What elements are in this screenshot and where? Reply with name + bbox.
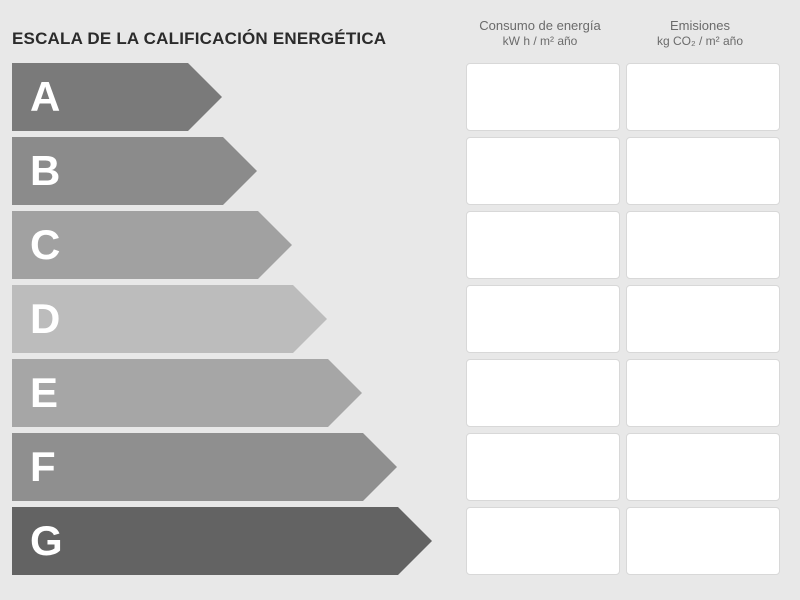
rating-bar-cell: B [12, 137, 460, 205]
rating-arrow: E [12, 359, 362, 427]
rating-letter: F [30, 433, 56, 501]
rating-bar-cell: E [12, 359, 460, 427]
energy-value-cell [466, 433, 620, 501]
energy-value-cell [466, 507, 620, 575]
rating-arrow: B [12, 137, 257, 205]
rating-bar-cell: C [12, 211, 460, 279]
rating-arrow: G [12, 507, 432, 575]
rating-arrow: C [12, 211, 292, 279]
rating-arrow: D [12, 285, 327, 353]
rating-row: G [12, 507, 788, 575]
rating-row: D [12, 285, 788, 353]
column-header-emissions-unit: kg CO₂ / m² año [620, 34, 780, 49]
rating-arrow: F [12, 433, 397, 501]
rating-row: A [12, 63, 788, 131]
rating-letter: D [30, 285, 60, 353]
energy-value-cell [466, 285, 620, 353]
column-header-energy-label: Consumo de energía [460, 18, 620, 34]
column-header-energy: Consumo de energía kW h / m² año [460, 18, 620, 49]
emissions-value-cell [626, 63, 780, 131]
rating-letter: C [30, 211, 60, 279]
rating-letter: B [30, 137, 60, 205]
rating-row: C [12, 211, 788, 279]
page-title: ESCALA DE LA CALIFICACIÓN ENERGÉTICA [12, 29, 460, 49]
rating-row: F [12, 433, 788, 501]
energy-value-cell [466, 137, 620, 205]
rating-letter: E [30, 359, 58, 427]
rating-bar-cell: F [12, 433, 460, 501]
column-header-emissions-label: Emisiones [620, 18, 780, 34]
emissions-value-cell [626, 507, 780, 575]
rating-bar-cell: D [12, 285, 460, 353]
rating-arrow: A [12, 63, 222, 131]
energy-value-cell [466, 211, 620, 279]
rating-letter: G [30, 507, 63, 575]
rating-bar-cell: G [12, 507, 460, 575]
rating-bar-cell: A [12, 63, 460, 131]
emissions-value-cell [626, 285, 780, 353]
column-header-emissions: Emisiones kg CO₂ / m² año [620, 18, 780, 49]
column-header-energy-unit: kW h / m² año [460, 34, 620, 49]
energy-value-cell [466, 359, 620, 427]
emissions-value-cell [626, 433, 780, 501]
emissions-value-cell [626, 211, 780, 279]
rating-row: B [12, 137, 788, 205]
energy-value-cell [466, 63, 620, 131]
rating-row: E [12, 359, 788, 427]
rating-rows: ABCDEFG [12, 63, 788, 575]
emissions-value-cell [626, 359, 780, 427]
emissions-value-cell [626, 137, 780, 205]
header-row: ESCALA DE LA CALIFICACIÓN ENERGÉTICA Con… [12, 18, 788, 49]
rating-letter: A [30, 63, 60, 131]
